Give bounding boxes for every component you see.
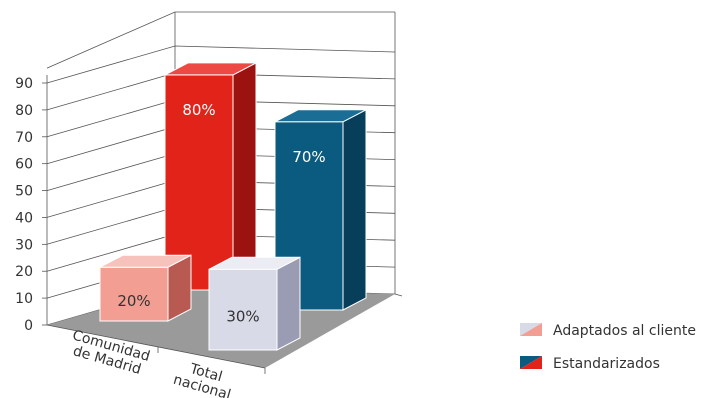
- bar-top: [208, 256, 301, 270]
- bar-side: [342, 108, 367, 311]
- bar-0-0: 20%: [99, 254, 192, 322]
- legend-label: Estandarizados: [553, 356, 660, 372]
- bar-top: [164, 62, 257, 76]
- bar-side: [276, 256, 301, 351]
- y-axis-ticks: 0 10 20 30 40 50 60 70 80 90: [15, 76, 33, 334]
- y-tick-label: 30: [15, 237, 33, 253]
- x-category-label: Totalnacional: [171, 357, 236, 398]
- y-tick-label: 90: [15, 76, 33, 92]
- data-label: 20%: [117, 292, 150, 310]
- bar-side: [232, 62, 257, 291]
- legend-item: Adaptados al cliente: [520, 323, 696, 339]
- bar-1-0: 30%: [208, 256, 301, 351]
- bars: 80% 70% 20% 30%: [99, 62, 367, 351]
- y-tick-label: 80: [15, 103, 33, 119]
- y-tick-label: 10: [15, 291, 33, 307]
- bar-top: [274, 109, 367, 123]
- bar-0-1: 80%: [164, 62, 257, 291]
- legend: Adaptados al cliente Estandarizados: [520, 323, 696, 372]
- data-label: 30%: [226, 308, 259, 326]
- y-tick-label: 40: [15, 210, 33, 226]
- bar-top: [99, 254, 192, 268]
- data-label: 80%: [182, 101, 215, 119]
- legend-item: Estandarizados: [520, 356, 660, 372]
- y-tick-label: 60: [15, 157, 33, 173]
- y-tick-label: 70: [15, 130, 33, 146]
- y-tick-label: 50: [15, 184, 33, 200]
- data-label: 70%: [292, 148, 325, 166]
- y-tick-label: 0: [24, 318, 33, 334]
- y-tick-label: 20: [15, 264, 33, 280]
- legend-label: Adaptados al cliente: [553, 323, 696, 339]
